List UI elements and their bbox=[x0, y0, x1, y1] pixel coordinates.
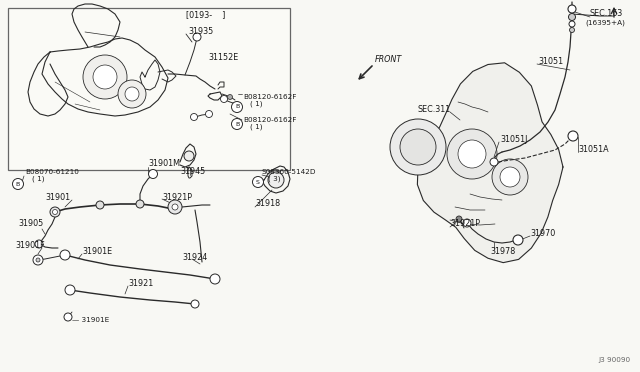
Circle shape bbox=[268, 172, 284, 188]
Circle shape bbox=[569, 21, 575, 27]
Circle shape bbox=[253, 176, 264, 187]
Text: J3 90090: J3 90090 bbox=[598, 357, 630, 363]
Text: 31051: 31051 bbox=[538, 58, 563, 67]
Circle shape bbox=[193, 33, 201, 41]
Text: ( 1): ( 1) bbox=[32, 176, 45, 182]
Circle shape bbox=[205, 110, 212, 118]
Circle shape bbox=[148, 170, 157, 179]
Text: 31921P: 31921P bbox=[450, 219, 480, 228]
Text: 31978: 31978 bbox=[490, 247, 515, 257]
Text: 31921P: 31921P bbox=[162, 192, 192, 202]
Circle shape bbox=[456, 216, 462, 222]
Circle shape bbox=[35, 240, 43, 248]
Circle shape bbox=[513, 235, 523, 245]
Circle shape bbox=[118, 80, 146, 108]
Text: B: B bbox=[16, 182, 20, 186]
Text: 31901M: 31901M bbox=[148, 160, 180, 169]
Circle shape bbox=[447, 129, 497, 179]
Polygon shape bbox=[417, 63, 563, 263]
Text: 31901E: 31901E bbox=[82, 247, 112, 257]
Text: B08070-61210: B08070-61210 bbox=[25, 169, 79, 175]
Circle shape bbox=[568, 13, 575, 20]
Bar bbox=[8, 8, 290, 170]
Circle shape bbox=[232, 102, 243, 112]
Circle shape bbox=[191, 113, 198, 121]
Text: B: B bbox=[235, 105, 239, 109]
Text: (16395+A): (16395+A) bbox=[585, 20, 625, 26]
Circle shape bbox=[400, 129, 436, 165]
Text: — 31901E: — 31901E bbox=[72, 317, 109, 323]
Circle shape bbox=[570, 28, 575, 32]
Circle shape bbox=[492, 159, 528, 195]
Text: 31901F: 31901F bbox=[15, 241, 45, 250]
Text: 31921: 31921 bbox=[128, 279, 153, 289]
Circle shape bbox=[490, 158, 498, 166]
Text: 31924: 31924 bbox=[182, 253, 207, 262]
Text: S: S bbox=[256, 180, 260, 185]
Circle shape bbox=[64, 313, 72, 321]
Text: B08120-6162F: B08120-6162F bbox=[243, 117, 296, 123]
Text: ( 3): ( 3) bbox=[268, 176, 280, 182]
Circle shape bbox=[191, 300, 199, 308]
Circle shape bbox=[96, 201, 104, 209]
Text: ( 1): ( 1) bbox=[250, 101, 262, 107]
Circle shape bbox=[232, 119, 243, 129]
Circle shape bbox=[500, 167, 520, 187]
Circle shape bbox=[50, 207, 60, 217]
Circle shape bbox=[221, 96, 227, 103]
Circle shape bbox=[52, 209, 58, 215]
Text: 31051A: 31051A bbox=[578, 145, 609, 154]
Circle shape bbox=[568, 131, 578, 141]
Circle shape bbox=[458, 140, 486, 168]
Text: ( 1): ( 1) bbox=[250, 124, 262, 130]
Circle shape bbox=[83, 55, 127, 99]
Text: 31905: 31905 bbox=[18, 219, 44, 228]
Circle shape bbox=[93, 65, 117, 89]
Text: SEC.163: SEC.163 bbox=[590, 10, 623, 19]
Text: B08120-6162F: B08120-6162F bbox=[243, 94, 296, 100]
Text: FRONT: FRONT bbox=[375, 55, 403, 64]
Circle shape bbox=[36, 258, 40, 262]
Circle shape bbox=[463, 219, 471, 227]
Text: 31918: 31918 bbox=[255, 199, 280, 208]
Text: [0193-    ]: [0193- ] bbox=[186, 10, 225, 19]
Circle shape bbox=[568, 5, 576, 13]
Circle shape bbox=[33, 255, 43, 265]
Circle shape bbox=[390, 119, 446, 175]
Circle shape bbox=[210, 274, 220, 284]
Circle shape bbox=[125, 87, 139, 101]
Text: B: B bbox=[235, 122, 239, 126]
Text: 31152E: 31152E bbox=[208, 52, 238, 61]
Circle shape bbox=[172, 204, 178, 210]
Text: 31945: 31945 bbox=[180, 167, 205, 176]
Circle shape bbox=[60, 250, 70, 260]
Circle shape bbox=[168, 200, 182, 214]
Text: S08360-5142D: S08360-5142D bbox=[262, 169, 317, 175]
Circle shape bbox=[13, 179, 24, 189]
Circle shape bbox=[184, 151, 194, 161]
Text: SEC.311: SEC.311 bbox=[418, 105, 451, 113]
Circle shape bbox=[227, 94, 232, 99]
Text: 31970: 31970 bbox=[530, 230, 556, 238]
Text: 31901: 31901 bbox=[45, 192, 70, 202]
Circle shape bbox=[136, 200, 144, 208]
Text: 31935: 31935 bbox=[188, 28, 213, 36]
Circle shape bbox=[65, 285, 75, 295]
Text: 31051J: 31051J bbox=[500, 135, 527, 144]
